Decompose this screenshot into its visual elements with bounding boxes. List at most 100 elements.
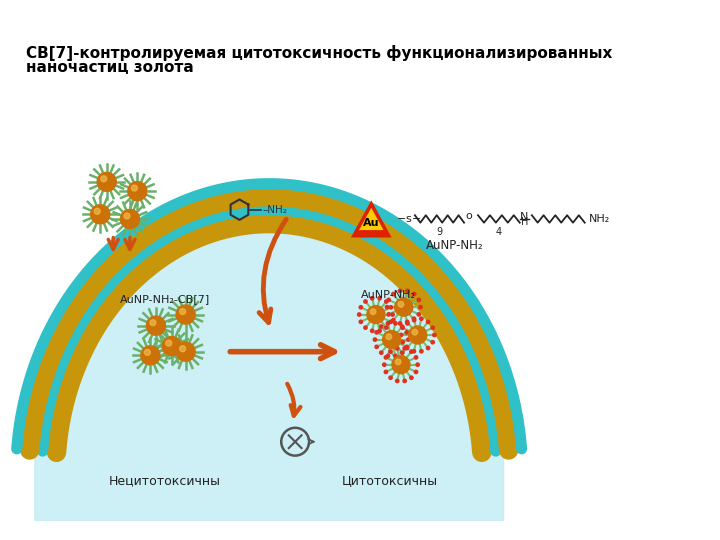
Circle shape: [413, 349, 415, 353]
Circle shape: [124, 213, 130, 219]
Circle shape: [417, 298, 420, 301]
Circle shape: [162, 336, 181, 356]
Circle shape: [417, 313, 420, 316]
Circle shape: [359, 306, 362, 309]
Circle shape: [387, 313, 390, 316]
Circle shape: [431, 326, 434, 329]
Circle shape: [384, 300, 388, 303]
Circle shape: [409, 326, 427, 344]
Circle shape: [150, 320, 156, 326]
Circle shape: [382, 330, 401, 349]
Circle shape: [413, 317, 415, 320]
Circle shape: [406, 322, 409, 325]
Text: AuNP-NH₂: AuNP-NH₂: [361, 291, 415, 300]
Circle shape: [395, 298, 413, 316]
Circle shape: [420, 317, 423, 320]
Text: 4: 4: [496, 227, 502, 237]
Circle shape: [141, 346, 160, 365]
Circle shape: [426, 320, 430, 323]
Circle shape: [413, 292, 416, 296]
Circle shape: [120, 210, 140, 228]
Text: NH₂: NH₂: [590, 214, 611, 224]
Circle shape: [390, 306, 392, 309]
Circle shape: [378, 329, 382, 333]
Circle shape: [128, 181, 147, 201]
Circle shape: [370, 309, 376, 315]
Circle shape: [419, 306, 422, 309]
Text: Нецитотоксичны: Нецитотоксичны: [109, 474, 221, 487]
Circle shape: [414, 356, 418, 359]
Circle shape: [375, 330, 378, 334]
Polygon shape: [35, 200, 503, 521]
Circle shape: [375, 345, 378, 348]
Circle shape: [433, 333, 436, 336]
Circle shape: [400, 325, 404, 328]
Circle shape: [392, 319, 395, 322]
Circle shape: [416, 363, 419, 366]
Circle shape: [387, 298, 390, 301]
Circle shape: [414, 370, 418, 374]
Circle shape: [405, 346, 409, 350]
Polygon shape: [365, 213, 377, 225]
Circle shape: [359, 320, 362, 323]
Text: 9: 9: [436, 227, 443, 237]
Circle shape: [387, 354, 390, 357]
Circle shape: [398, 322, 402, 325]
Text: CB[7]-контролируемая цитотоксичность функционализированных: CB[7]-контролируемая цитотоксичность фун…: [26, 45, 613, 62]
Circle shape: [364, 300, 367, 303]
Circle shape: [131, 185, 138, 191]
Circle shape: [384, 356, 387, 359]
Circle shape: [395, 379, 399, 383]
Circle shape: [179, 308, 186, 315]
Circle shape: [398, 301, 404, 307]
Circle shape: [384, 326, 388, 329]
Circle shape: [405, 330, 408, 334]
Text: AuNP-NH₂-CB[7]: AuNP-NH₂-CB[7]: [120, 294, 210, 304]
Circle shape: [413, 319, 416, 322]
Circle shape: [387, 322, 390, 325]
Circle shape: [395, 359, 401, 364]
Circle shape: [391, 313, 395, 316]
Circle shape: [420, 349, 423, 353]
Text: AuNP-NH₂: AuNP-NH₂: [426, 239, 484, 252]
Circle shape: [91, 205, 109, 224]
Circle shape: [403, 347, 406, 350]
Circle shape: [398, 289, 402, 293]
Circle shape: [371, 329, 374, 333]
Circle shape: [179, 346, 186, 352]
Circle shape: [407, 338, 410, 341]
Circle shape: [410, 376, 413, 380]
Circle shape: [403, 379, 406, 383]
Circle shape: [389, 350, 392, 353]
Polygon shape: [351, 200, 392, 238]
Circle shape: [97, 172, 116, 191]
Circle shape: [392, 292, 395, 296]
Circle shape: [426, 346, 430, 350]
Circle shape: [371, 296, 374, 300]
Text: N: N: [521, 212, 528, 222]
Circle shape: [101, 176, 107, 182]
Circle shape: [378, 296, 382, 300]
Circle shape: [384, 370, 387, 374]
Circle shape: [401, 326, 405, 329]
Circle shape: [386, 334, 392, 340]
Text: H: H: [521, 217, 528, 227]
Text: o: o: [465, 211, 472, 221]
Text: Цитотоксичны: Цитотоксичны: [342, 474, 438, 487]
Circle shape: [406, 289, 409, 293]
Circle shape: [400, 351, 404, 354]
Circle shape: [358, 313, 361, 316]
Circle shape: [390, 320, 392, 323]
Circle shape: [389, 376, 392, 380]
Circle shape: [379, 325, 383, 328]
Circle shape: [146, 316, 166, 335]
Text: –NH₂: –NH₂: [263, 205, 287, 215]
Circle shape: [412, 329, 418, 335]
Circle shape: [400, 333, 402, 336]
Circle shape: [405, 320, 409, 323]
Circle shape: [394, 354, 397, 357]
Circle shape: [385, 306, 389, 309]
Circle shape: [145, 349, 150, 355]
Circle shape: [392, 356, 410, 374]
Circle shape: [367, 306, 385, 323]
